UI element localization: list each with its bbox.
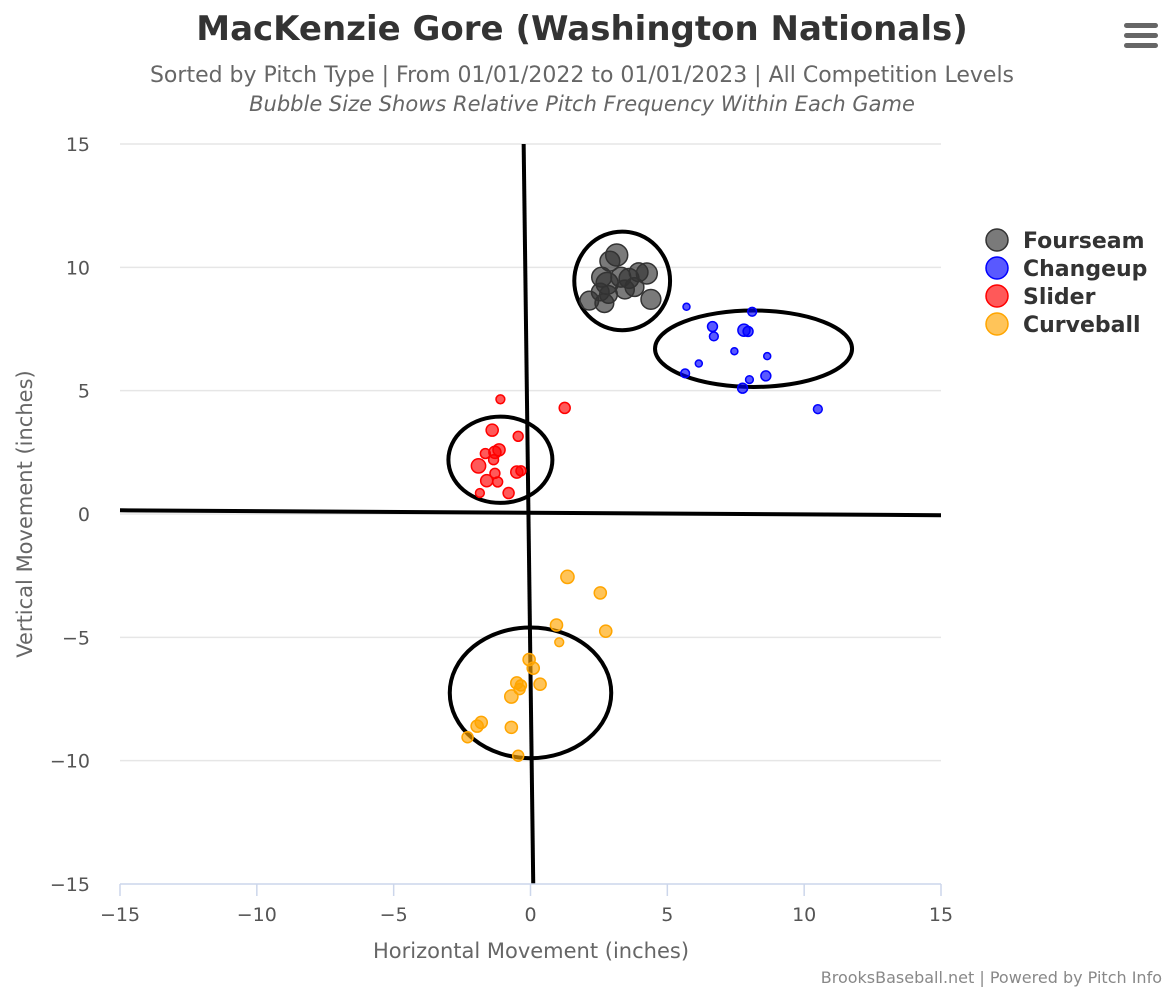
data-point-slider[interactable] [495, 394, 506, 405]
data-point-curveball[interactable] [470, 719, 484, 733]
data-point-slider[interactable] [485, 423, 499, 437]
data-point-changeup[interactable] [682, 302, 691, 312]
x-tick-label: −5 [380, 904, 408, 926]
cluster-ellipse-fourseam [572, 229, 673, 333]
legend-marker [985, 228, 1009, 252]
hamburger-menu-icon[interactable] [1124, 23, 1158, 48]
x-tick-label: −10 [237, 904, 277, 926]
y-tick-label: −10 [50, 751, 90, 773]
legend-label: Changeup [1023, 257, 1147, 282]
data-point-changeup[interactable] [736, 382, 749, 394]
data-point-changeup[interactable] [730, 346, 739, 356]
data-point-curveball[interactable] [598, 624, 613, 638]
legend-marker [985, 284, 1009, 308]
reference-lines [119, 143, 942, 885]
chart-title: MacKenzie Gore (Washington Nationals) [196, 9, 968, 49]
data-point-changeup[interactable] [694, 359, 704, 368]
data-point-changeup[interactable] [706, 320, 719, 333]
legend-item-slider[interactable]: Slider [985, 284, 1096, 310]
data-point-slider[interactable] [491, 476, 504, 488]
x-tick-label: 5 [661, 904, 673, 926]
x-tick-label: −15 [100, 904, 140, 926]
data-point-slider[interactable] [558, 401, 571, 415]
chart-subtitle: Sorted by Pitch Type | From 01/01/2022 t… [150, 63, 1014, 88]
data-point-curveball[interactable] [533, 677, 547, 692]
cluster-ellipse-curveball [447, 625, 614, 761]
y-axis-title: Vertical Movement (inches) [13, 370, 37, 657]
y-tick-label: −15 [50, 874, 90, 896]
data-point-slider[interactable] [502, 486, 515, 500]
chart-subtitle-note: Bubble Size Shows Relative Pitch Frequen… [249, 92, 915, 116]
axes: 15 10 5 0 −5 −10 −15 −15 −10 −5 0 5 10 15 [50, 134, 953, 926]
data-point-changeup[interactable] [744, 374, 755, 385]
legend-marker [985, 312, 1009, 336]
data-point-changeup[interactable] [762, 351, 772, 361]
data-point-curveball[interactable] [554, 637, 565, 648]
data-point-curveball[interactable] [549, 618, 564, 632]
x-tick-label: 0 [524, 904, 536, 926]
y-tick-label: 0 [78, 504, 90, 526]
x-axis-title: Horizontal Movement (inches) [373, 939, 689, 963]
data-point-fourseam[interactable] [635, 262, 659, 285]
data-point-slider[interactable] [487, 454, 500, 466]
legend-item-changeup[interactable]: Changeup [985, 256, 1147, 282]
data-point-curveball[interactable] [461, 730, 474, 744]
data-point-slider[interactable] [479, 473, 494, 488]
data-point-fourseam[interactable] [594, 293, 615, 314]
data-point-curveball[interactable] [503, 689, 519, 704]
x-tick-label: 10 [792, 904, 816, 926]
legend: Fourseam Changeup Slider Curveball [985, 228, 1147, 338]
pitch-points [461, 243, 823, 762]
data-point-curveball[interactable] [593, 586, 608, 600]
legend-marker [985, 256, 1009, 280]
zero-reference-line [119, 508, 942, 518]
data-point-curveball[interactable] [560, 569, 575, 585]
data-point-changeup[interactable] [742, 325, 754, 338]
x-tick-label: 15 [929, 904, 953, 926]
legend-label: Curveball [1023, 313, 1141, 338]
data-point-slider[interactable] [515, 465, 527, 477]
data-point-changeup[interactable] [812, 404, 823, 415]
y-tick-label: 5 [78, 381, 90, 403]
data-point-fourseam[interactable] [614, 279, 636, 300]
y-tick-label: −5 [62, 627, 90, 649]
data-point-curveball[interactable] [526, 661, 541, 675]
cluster-ellipse-slider [446, 414, 555, 505]
legend-label: Slider [1023, 285, 1096, 310]
zero-reference-line [521, 143, 536, 885]
y-tick-label: 15 [66, 134, 90, 156]
legend-label: Fourseam [1023, 229, 1145, 254]
data-point-fourseam[interactable] [640, 288, 662, 311]
data-point-changeup[interactable] [760, 370, 772, 382]
credits[interactable]: BrooksBaseball.net | Powered by Pitch In… [821, 968, 1162, 987]
data-point-changeup[interactable] [708, 331, 720, 342]
data-point-curveball[interactable] [504, 720, 519, 735]
legend-item-curveball[interactable]: Curveball [985, 312, 1141, 338]
y-tick-label: 10 [66, 257, 90, 279]
data-point-curveball[interactable] [511, 749, 525, 762]
data-point-changeup[interactable] [747, 306, 758, 317]
data-point-slider[interactable] [474, 487, 486, 499]
data-point-changeup[interactable] [679, 368, 691, 379]
data-point-slider[interactable] [479, 447, 492, 460]
data-point-slider[interactable] [470, 458, 487, 474]
legend-item-fourseam[interactable]: Fourseam [985, 228, 1145, 254]
data-point-slider[interactable] [512, 430, 524, 442]
